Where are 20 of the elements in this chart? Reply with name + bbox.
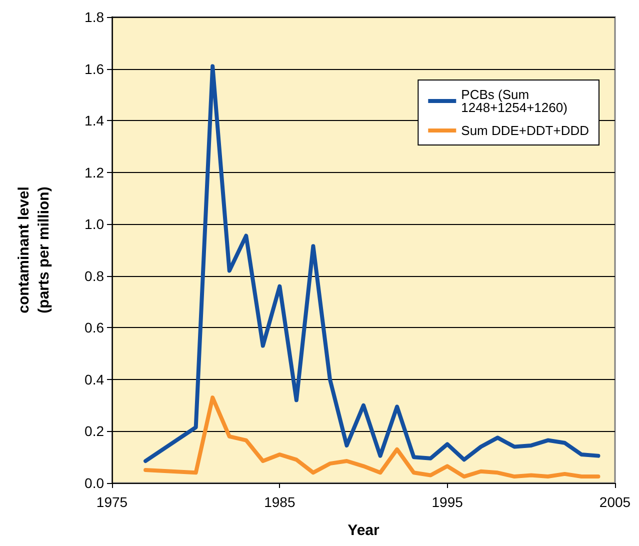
y-tick-label: 1.0: [84, 216, 104, 232]
x-tick-label: 1985: [264, 494, 296, 510]
line-series: [144, 64, 600, 463]
y-tick-label: 0.6: [84, 320, 104, 336]
x-tick-label: 2005: [599, 494, 631, 510]
y-tick-label: 1.8: [84, 9, 104, 25]
line-series: [144, 396, 600, 479]
y-tick-label: 1.4: [84, 112, 104, 129]
legend-label: Sum DDE+DDT+DDD: [461, 123, 590, 138]
y-tick-label: 0.0: [84, 475, 104, 491]
y-tick-label: 0.4: [84, 371, 104, 388]
legend-label: PCBs (Sum 1248+1254+1260): [461, 87, 568, 115]
y-tick-label: 1.6: [84, 60, 104, 77]
x-tick-label: 1995: [432, 494, 464, 510]
y-tick-label: 1.2: [84, 164, 104, 180]
y-axis-title: contaminant level (parts per million): [16, 186, 52, 314]
y-tick-label: 0.8: [84, 268, 104, 284]
x-axis-title: Year: [348, 522, 380, 539]
y-tick-label: 0.2: [84, 423, 104, 440]
x-tick-label: 1975: [96, 494, 128, 510]
